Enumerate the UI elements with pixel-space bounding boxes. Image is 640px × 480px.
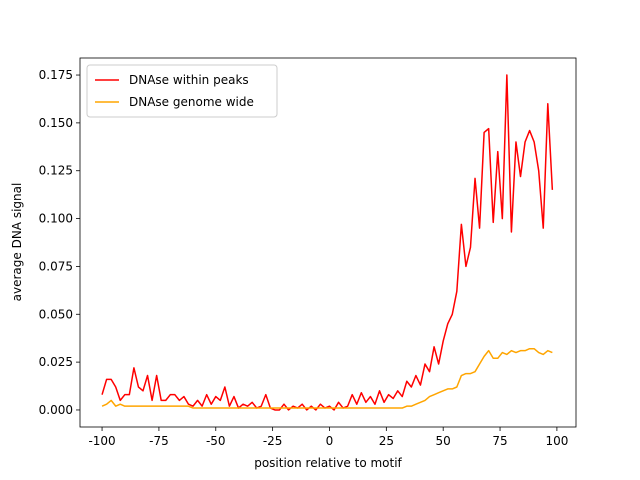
data-line [101,74,554,411]
x-tick-label: -25 [263,434,283,448]
legend-label: DNAse genome wide [129,95,254,109]
x-tick-label: 75 [492,434,507,448]
x-tick-label: 100 [545,434,568,448]
plot-frame [79,57,577,428]
legend: DNAse within peaks DNAse genome wide [86,64,278,118]
x-tick-label: -75 [149,434,169,448]
y-tick-label: 0.025 [39,355,73,369]
data-line [101,347,553,409]
y-tick-label: 0.000 [39,403,73,417]
y-tick-label: 0.050 [39,307,73,321]
y-tick-label: 0.175 [39,68,73,82]
y-tick-label: 0.100 [39,212,73,226]
y-axis-label: average DNA signal [10,183,24,302]
y-tick-label: 0.075 [39,259,73,273]
x-tick-label: 50 [436,434,451,448]
x-axis-label: position relative to motif [254,456,402,470]
x-tick-label: -50 [206,434,226,448]
x-tick-label: 25 [379,434,394,448]
x-tick-label: 0 [326,434,334,448]
y-tick-label: 0.150 [39,116,73,130]
legend-box [86,64,278,118]
y-tick-label: 0.125 [39,164,73,178]
legend-label: DNAse within peaks [129,73,249,87]
x-tick-label: -100 [88,434,115,448]
